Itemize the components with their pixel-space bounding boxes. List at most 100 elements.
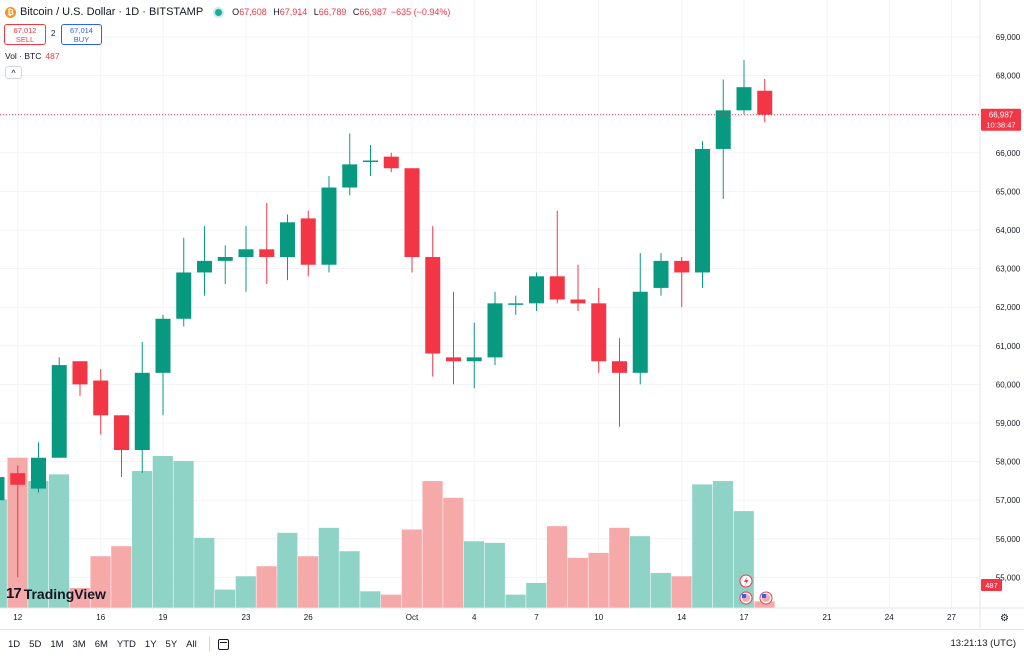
candle-body <box>259 249 275 258</box>
calendar-goto-date-icon[interactable] <box>217 638 229 650</box>
candle-body <box>176 272 192 319</box>
time-tick-label: 26 <box>304 613 313 622</box>
volume-bar <box>443 497 464 608</box>
bitcoin-icon: ₿ <box>5 6 16 18</box>
collapse-legend-button[interactable]: ^ <box>5 66 22 79</box>
candle <box>404 168 420 273</box>
volume-bar <box>318 527 339 608</box>
volume-bar <box>629 536 651 608</box>
candle-body <box>321 187 337 265</box>
candle-body <box>280 222 295 258</box>
volume-bar <box>567 557 588 608</box>
current-volume-badge <box>981 579 1002 591</box>
time-tick-label: 19 <box>159 613 168 622</box>
chart-settings-gear-icon[interactable]: ⚙ <box>1000 613 1009 624</box>
candle <box>736 60 752 115</box>
candle-body <box>487 303 503 358</box>
symbol-title[interactable]: Bitcoin / U.S. Dollar · 1D · BITSTAMP <box>20 6 204 18</box>
time-tick-label: Oct <box>406 613 419 622</box>
price-axis: 55,000 56,000 57,000 58,000 59,000 60,000 61,0… <box>996 33 1021 582</box>
high-value: 67,914 <box>279 7 308 17</box>
candle <box>446 291 461 385</box>
time-tick-label: 7 <box>534 613 539 622</box>
candle-body <box>508 303 524 305</box>
toolbar-divider <box>208 637 210 651</box>
volume-bar <box>173 461 194 608</box>
volume-bar <box>422 481 443 608</box>
volume-bar <box>277 532 298 608</box>
range-6m-button[interactable]: 6M <box>94 638 108 650</box>
candle <box>591 287 607 373</box>
candle-body <box>300 218 316 265</box>
volume-value: 487 <box>45 51 60 61</box>
price-tick-label: 68,000 <box>996 72 1021 81</box>
time-tick-label: 16 <box>96 613 105 622</box>
utc-clock[interactable]: 13:21:13 (UTC) <box>950 638 1016 649</box>
candle-body <box>238 249 254 258</box>
price-tick-label: 59,000 <box>996 419 1021 428</box>
volume-bar <box>526 582 547 608</box>
candle-body <box>31 457 46 489</box>
chart-canvas[interactable]: 55,000 56,000 57,000 58,000 59,000 60,000 61,0… <box>0 0 1024 628</box>
candle-body <box>466 357 482 362</box>
spread-value: 2 <box>51 29 56 38</box>
candle <box>570 264 586 312</box>
candle <box>280 214 295 281</box>
candle <box>632 253 648 385</box>
bottom-toolbar: 1D 5D 1M 3M 6M YTD 1Y 5Y All 13:21:13 (U… <box>0 629 1024 658</box>
volume-bar <box>463 541 485 608</box>
price-tick-label: 65,000 <box>996 187 1021 196</box>
buy-button[interactable]: 67,014 BUY <box>61 24 102 45</box>
range-3m-button[interactable]: 3M <box>72 638 86 650</box>
range-ytd-button[interactable]: YTD <box>116 638 136 650</box>
volume-series <box>0 456 775 608</box>
candle-body <box>217 257 233 261</box>
sell-button[interactable]: 67,012 SELL <box>4 24 46 45</box>
volume-bar <box>650 572 671 608</box>
range-1m-button[interactable]: 1M <box>50 638 64 650</box>
tradingview-logo[interactable]: 17 TradingView <box>6 585 106 602</box>
price-tick-label: 69,000 <box>996 33 1021 42</box>
buy-price: 67,014 <box>70 26 93 35</box>
volume-bar <box>712 481 734 608</box>
lightning-icon <box>744 576 749 586</box>
candle-body <box>632 291 648 373</box>
candle <box>72 361 88 396</box>
candle <box>425 226 441 377</box>
price-chart[interactable]: 55,000 56,000 57,000 58,000 59,000 60,000 61,0… <box>0 0 1024 628</box>
range-5y-button[interactable]: 5Y <box>165 638 178 650</box>
ohlc-values: O67,608 H67,914 L66,789 C66,987 <box>232 7 387 17</box>
candle <box>217 245 233 285</box>
candle-body <box>695 148 710 273</box>
price-tick-label: 57,000 <box>996 496 1021 505</box>
candle-body <box>715 110 731 149</box>
candle-body <box>114 415 129 451</box>
time-tick-label: 14 <box>677 613 686 622</box>
candle <box>31 442 46 493</box>
low-value: 66,789 <box>318 7 347 17</box>
candle <box>0 477 5 501</box>
volume-bar <box>194 537 215 608</box>
time-tick-label: 24 <box>885 613 894 622</box>
range-1y-button[interactable]: 1Y <box>144 638 157 650</box>
range-all-button[interactable]: All <box>186 638 197 650</box>
volume-bar <box>131 471 153 608</box>
candle-body <box>404 168 420 258</box>
candle-body <box>155 318 171 373</box>
volume-bar <box>692 484 713 608</box>
volume-legend[interactable]: Vol · BTC 487 <box>5 51 60 61</box>
time-tick-label: 4 <box>472 613 477 622</box>
candle-body <box>674 260 690 273</box>
candle <box>363 145 378 176</box>
current-price-label: 66,987 <box>989 111 1014 120</box>
candle <box>674 257 690 308</box>
volume-bar <box>360 591 381 608</box>
time-tick-label: 12 <box>13 613 22 622</box>
volume-bar <box>0 499 7 608</box>
close-value: 66,987 <box>359 7 387 17</box>
range-5d-button[interactable]: 5D <box>29 638 42 650</box>
volume-bar <box>90 556 111 608</box>
range-1d-button[interactable]: 1D <box>8 638 21 650</box>
candle <box>93 368 109 435</box>
candle-body <box>72 361 88 385</box>
